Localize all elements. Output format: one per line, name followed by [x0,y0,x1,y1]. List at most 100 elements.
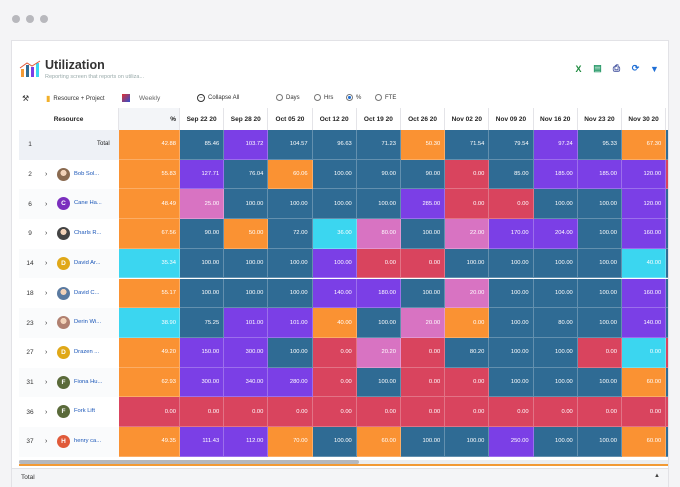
column-header-week[interactable]: Sep 28 20 [224,108,269,130]
unit-radio-pct[interactable]: % [346,94,361,101]
utilization-cell[interactable]: 40.00 [312,308,357,338]
column-header-week[interactable]: Sep 22 20 [180,108,225,130]
utilization-cell[interactable] [666,367,668,398]
resource-name-link[interactable]: Drazen ... [74,348,100,355]
utilization-cell[interactable]: 0.00 [533,397,578,427]
footer-expand-icon[interactable]: ▲ [654,473,660,479]
utilization-cell[interactable] [666,248,668,279]
utilization-cell[interactable]: 36.00 [312,219,357,249]
utilization-cell[interactable]: 100.00 [401,427,446,457]
utilization-cell[interactable]: 0.00 [445,367,490,398]
utilization-cell[interactable]: 0.00 [445,397,490,427]
utilization-cell[interactable]: 0.00 [180,397,225,427]
utilization-cell[interactable] [666,397,668,427]
table-row[interactable]: 9 › Charls R... 67.56 90.00 50.00 72.00 36.00 80… [19,219,668,249]
table-row[interactable]: 2 › Bob Sol... 55.83 127.71 76.04 60.06 100.00 9… [19,159,668,190]
resource-name-link[interactable]: Fork Lift [74,408,95,415]
resource-name-link[interactable]: David Ar... [74,259,101,266]
utilization-cell[interactable]: 300.00 [180,367,225,398]
resource-name-link[interactable]: Cane Ha... [74,200,102,207]
utilization-cell[interactable]: 60.00 [622,427,667,457]
window-dot-icon[interactable] [40,15,48,23]
column-header-pct[interactable]: % [119,108,180,130]
utilization-cell[interactable]: 100.00 [489,248,534,279]
utilization-cell[interactable] [666,337,668,368]
utilization-pct-cell[interactable]: 55.17 [119,278,180,309]
utilization-cell[interactable]: 100.00 [224,189,269,220]
column-header-week[interactable]: Nov 02 20 [445,108,490,130]
utilization-cell[interactable]: 50.30 [401,130,446,160]
utilization-cell[interactable]: 100.00 [180,278,225,309]
utilization-cell[interactable]: 60.06 [268,159,313,190]
utilization-cell[interactable]: 0.00 [445,308,490,338]
column-header-week[interactable]: Nov 09 20 [489,108,534,130]
utilization-cell[interactable] [666,159,668,190]
utilization-cell[interactable]: 100.00 [445,248,490,279]
utilization-cell[interactable]: 75.25 [180,308,225,338]
utilization-cell[interactable]: 140.00 [312,278,357,309]
utilization-cell[interactable]: 150.00 [180,337,225,368]
utilization-cell[interactable]: 140.00 [622,308,667,338]
utilization-cell[interactable]: 100.00 [356,189,401,220]
utilization-cell[interactable]: 100.00 [577,278,622,309]
utilization-cell[interactable]: 80.20 [445,337,490,368]
utilization-cell[interactable]: 0.00 [224,397,269,427]
utilization-cell[interactable]: 22.00 [445,219,490,249]
utilization-cell[interactable]: 100.00 [533,278,578,309]
print-icon[interactable]: ⎙ [612,63,621,73]
resource-name-link[interactable]: Derin Wi... [74,319,102,326]
utilization-cell[interactable]: 0.00 [401,337,446,368]
utilization-cell[interactable]: 0.00 [445,189,490,220]
utilization-cell[interactable]: 100.00 [224,248,269,279]
utilization-cell[interactable] [666,308,668,338]
tools-icon[interactable]: ⚒ [22,94,30,103]
utilization-cell[interactable]: 0.00 [356,248,401,279]
utilization-cell[interactable]: 0.00 [312,367,357,398]
utilization-cell[interactable]: 90.00 [356,159,401,190]
utilization-cell[interactable]: 0.00 [622,337,667,368]
utilization-cell[interactable]: 100.00 [401,278,446,309]
utilization-cell[interactable]: 0.00 [312,337,357,368]
utilization-cell[interactable]: 180.00 [356,278,401,309]
utilization-cell[interactable]: 95.33 [577,130,622,160]
utilization-pct-cell[interactable]: 0.00 [119,397,180,427]
radio-fte[interactable] [375,94,382,101]
utilization-cell[interactable]: 0.00 [356,397,401,427]
utilization-cell[interactable]: 185.00 [533,159,578,190]
utilization-cell[interactable]: 101.00 [224,308,269,338]
utilization-cell[interactable]: 90.00 [401,159,446,190]
unit-radio-hrs[interactable]: Hrs [314,94,333,101]
utilization-cell[interactable]: 100.00 [533,337,578,368]
column-header-week[interactable]: Oct 12 20 [312,108,357,130]
utilization-cell[interactable] [666,130,668,160]
expand-chevron-icon[interactable]: › [45,378,48,386]
utilization-cell[interactable]: 71.23 [356,130,401,160]
table-row[interactable]: 31 › F Fiona Hu... 62.93 300.00 340.00 280.00 0.… [19,367,668,398]
utilization-cell[interactable]: 100.00 [577,427,622,457]
utilization-cell[interactable]: 100.00 [533,189,578,220]
utilization-cell[interactable]: 100.00 [533,427,578,457]
table-row[interactable]: 14 › D David Ar... 35.34 100.00 100.00 100.00 10… [19,248,668,279]
utilization-cell[interactable]: 85.00 [489,159,534,190]
utilization-cell[interactable]: 250.00 [489,427,534,457]
utilization-cell[interactable]: 100.00 [577,189,622,220]
utilization-cell[interactable]: 160.00 [622,219,667,249]
utilization-cell[interactable]: 100.00 [312,189,357,220]
utilization-cell[interactable]: 0.00 [622,397,667,427]
unit-radio-fte[interactable]: FTE [375,94,396,101]
expand-chevron-icon[interactable]: › [45,319,48,327]
table-row[interactable]: 36 › F Fork Lift 0.00 0.00 0.00 0.00 0.00 0.00 0.0… [19,397,668,427]
resource-name-link[interactable]: Fiona Hu... [74,378,103,385]
total-row[interactable]: 1 Total 42.88 85.46 103.72 104.57 96.63 71.23 50… [19,130,668,160]
column-header-week[interactable]: Oct 05 20 [268,108,313,130]
expand-chevron-icon[interactable]: › [45,349,48,357]
utilization-cell[interactable]: 50.00 [224,219,269,249]
document-export-icon[interactable]: ▤ [593,63,602,73]
utilization-cell[interactable]: 100.00 [268,189,313,220]
utilization-cell[interactable]: 40.00 [622,248,667,279]
utilization-cell[interactable]: 97.24 [533,130,578,160]
utilization-pct-cell[interactable]: 62.93 [119,367,180,398]
utilization-cell[interactable]: 100.00 [577,248,622,279]
period-selector[interactable]: Weekly [122,94,160,102]
horizontal-scrollbar[interactable] [19,460,668,464]
